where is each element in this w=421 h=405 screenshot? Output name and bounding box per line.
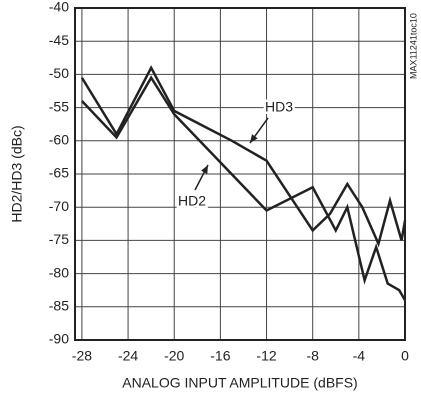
y-axis-label: HD2/HD3 (dBc) [9, 125, 25, 222]
y-tick-label: -70 [49, 198, 69, 214]
x-tick-label: -16 [210, 348, 230, 364]
x-tick-label: -4 [353, 348, 366, 364]
x-axis-label: ANALOG INPUT AMPLITUDE (dBFS) [122, 375, 357, 391]
y-tick-label: -90 [49, 331, 69, 347]
y-tick-label: -85 [49, 298, 69, 314]
y-tick-label: -75 [49, 231, 69, 247]
x-tick-label: -24 [118, 348, 138, 364]
x-tick-label: -28 [72, 348, 92, 364]
data-line [81, 75, 407, 301]
series-annotation: HD2 [178, 193, 206, 209]
x-tick-label: 0 [401, 348, 409, 364]
y-tick-label: -80 [49, 264, 69, 280]
x-tick-label: -20 [164, 348, 184, 364]
series-annotation: HD3 [265, 99, 293, 115]
arrow-head [250, 134, 258, 143]
y-tick-label: -60 [49, 132, 69, 148]
arrow-head [201, 165, 208, 174]
y-tick-label: -55 [49, 98, 69, 114]
plot-frame [74, 7, 406, 341]
x-tick-label: -12 [256, 348, 276, 364]
y-tick-label: -50 [49, 65, 69, 81]
x-tick-label: -8 [306, 348, 319, 364]
y-tick-label: -45 [49, 32, 69, 48]
y-tick-label: -40 [49, 0, 69, 15]
figure-id: MAX11241toc10 [408, 13, 418, 79]
data-line [80, 65, 407, 248]
y-tick-label: -65 [49, 165, 69, 181]
